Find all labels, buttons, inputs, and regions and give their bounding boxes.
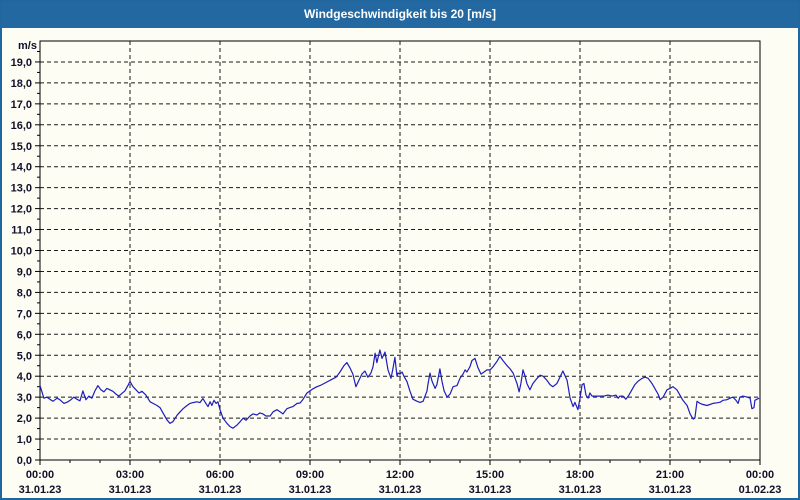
x-time-label: 21:00	[656, 469, 684, 481]
x-date-label: 31.01.23	[379, 484, 422, 496]
x-date-label: 01.02.23	[739, 484, 782, 496]
y-tick-label: 8,0	[17, 287, 32, 299]
y-tick-label: 7,0	[17, 308, 32, 320]
x-time-label: 15:00	[476, 469, 504, 481]
y-axis-unit-label: m/s	[18, 40, 37, 52]
y-tick-label: 15,0	[11, 141, 32, 153]
y-tick-label: 12,0	[11, 204, 32, 216]
y-tick-label: 1,0	[17, 434, 32, 446]
x-date-label: 31.01.23	[199, 484, 242, 496]
x-date-label: 31.01.23	[109, 484, 152, 496]
y-tick-label: 0,0	[17, 455, 32, 467]
plot-frame	[39, 40, 761, 461]
x-date-label: 31.01.23	[649, 484, 692, 496]
y-tick-label: 9,0	[17, 266, 32, 278]
y-tick-label: 10,0	[11, 246, 32, 258]
x-time-label: 18:00	[566, 469, 594, 481]
y-tick-label: 16,0	[11, 120, 32, 132]
x-date-label: 31.01.23	[289, 484, 332, 496]
y-tick-label: 18,0	[11, 78, 32, 90]
y-tick-label: 13,0	[11, 183, 32, 195]
y-tick-label: 3,0	[17, 392, 32, 404]
chart-title-bar: Windgeschwindigkeit bis 20 [m/s]	[0, 0, 800, 28]
x-time-label: 06:00	[206, 469, 234, 481]
series-line-windgeschwindigkeit	[39, 349, 760, 429]
y-tick-label: 17,0	[11, 99, 32, 111]
chart-title: Windgeschwindigkeit bis 20 [m/s]	[304, 7, 496, 21]
x-date-label: 31.01.23	[559, 484, 602, 496]
y-tick-label: 11,0	[11, 225, 32, 237]
x-date-label: 31.01.23	[19, 484, 62, 496]
x-time-label: 12:00	[386, 469, 414, 481]
x-time-label: 00:00	[746, 469, 774, 481]
y-tick-label: 4,0	[17, 371, 32, 383]
x-time-label: 09:00	[296, 469, 324, 481]
y-tick-label: 5,0	[17, 350, 32, 362]
y-tick-label: 6,0	[17, 329, 32, 341]
x-date-label: 31.01.23	[469, 484, 512, 496]
x-time-label: 03:00	[116, 469, 144, 481]
x-time-label: 00:00	[26, 469, 54, 481]
y-tick-label: 14,0	[11, 162, 32, 174]
y-tick-label: 19,0	[11, 57, 32, 69]
y-tick-label: 2,0	[17, 413, 32, 425]
